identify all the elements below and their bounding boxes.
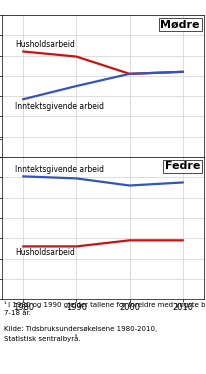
Text: ¹ I 1980 og 1990 gjelder tallene for foreldre med yngste barn
7-18 år.

Kilde: T: ¹ I 1980 og 1990 gjelder tallene for for… (4, 301, 206, 342)
Text: Timer: Timer (0, 137, 2, 146)
Text: Inntektsgivende arbeid: Inntektsgivende arbeid (15, 102, 104, 111)
Text: Husholdsarbeid: Husholdsarbeid (15, 40, 75, 49)
Text: Mødre: Mødre (160, 19, 200, 29)
Text: Inntektsgivende arbeid: Inntektsgivende arbeid (15, 165, 104, 174)
Text: Husholdsarbeid: Husholdsarbeid (15, 248, 75, 257)
Text: Fedre: Fedre (165, 161, 200, 171)
Text: Timer: Timer (0, 0, 2, 4)
